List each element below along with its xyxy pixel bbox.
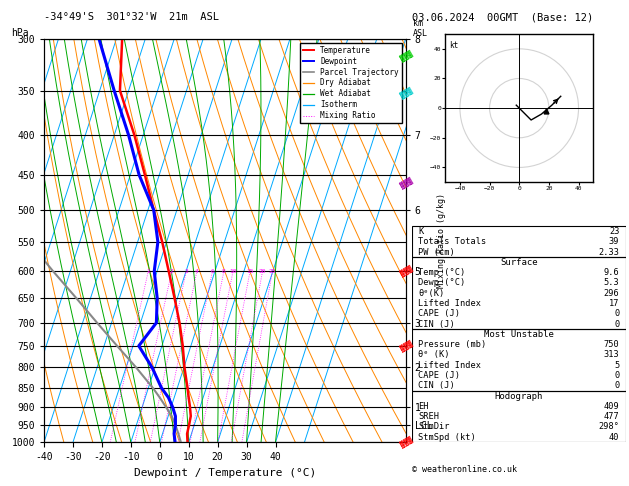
- Text: Surface: Surface: [500, 258, 538, 267]
- Text: SREH: SREH: [418, 412, 440, 421]
- Text: 20: 20: [259, 269, 266, 274]
- Text: -34°49'S  301°32'W  21m  ASL: -34°49'S 301°32'W 21m ASL: [44, 12, 219, 22]
- Text: Hodograph: Hodograph: [495, 392, 543, 400]
- Text: 39: 39: [609, 237, 620, 246]
- Text: Dewp (°C): Dewp (°C): [418, 278, 465, 288]
- Text: EH: EH: [418, 402, 429, 411]
- Text: kt: kt: [450, 41, 459, 51]
- Text: 17: 17: [609, 299, 620, 308]
- Text: 2.33: 2.33: [598, 248, 620, 257]
- Text: 4: 4: [195, 269, 199, 274]
- Text: 477: 477: [604, 412, 620, 421]
- Text: CIN (J): CIN (J): [418, 381, 455, 390]
- Text: 0: 0: [614, 371, 620, 380]
- Text: 0: 0: [614, 309, 620, 318]
- Text: K: K: [418, 227, 424, 236]
- Text: 3: 3: [184, 269, 188, 274]
- Text: 409: 409: [604, 402, 620, 411]
- Text: 25: 25: [269, 269, 276, 274]
- Text: Temp (°C): Temp (°C): [418, 268, 465, 277]
- Text: 2: 2: [170, 269, 174, 274]
- Text: 9.6: 9.6: [604, 268, 620, 277]
- Bar: [412, 329, 626, 391]
- Text: ▓▓▓: ▓▓▓: [399, 339, 415, 352]
- Text: StmDir: StmDir: [418, 422, 450, 432]
- Text: Totals Totals: Totals Totals: [418, 237, 487, 246]
- Bar: [412, 391, 626, 442]
- Text: 0: 0: [614, 381, 620, 390]
- Text: StmSpd (kt): StmSpd (kt): [418, 433, 476, 442]
- Text: θᵉ(K): θᵉ(K): [418, 289, 445, 298]
- Text: Lifted Index: Lifted Index: [418, 299, 481, 308]
- Text: CAPE (J): CAPE (J): [418, 309, 460, 318]
- Text: 10: 10: [229, 269, 237, 274]
- Text: 6: 6: [211, 269, 214, 274]
- Text: Lifted Index: Lifted Index: [418, 361, 481, 370]
- X-axis label: Dewpoint / Temperature (°C): Dewpoint / Temperature (°C): [134, 468, 316, 478]
- Text: CAPE (J): CAPE (J): [418, 371, 460, 380]
- Text: 313: 313: [604, 350, 620, 360]
- Text: PW (cm): PW (cm): [418, 248, 455, 257]
- Text: 0: 0: [614, 320, 620, 329]
- Text: © weatheronline.co.uk: © weatheronline.co.uk: [412, 465, 517, 474]
- Text: ▓▓▓: ▓▓▓: [399, 176, 415, 190]
- Bar: [412, 226, 626, 257]
- Text: Most Unstable: Most Unstable: [484, 330, 554, 339]
- Text: km
ASL: km ASL: [413, 18, 428, 38]
- Text: 298°: 298°: [598, 422, 620, 432]
- Text: 15: 15: [247, 269, 254, 274]
- Text: 750: 750: [604, 340, 620, 349]
- Text: hPa: hPa: [11, 28, 29, 38]
- Text: Pressure (mb): Pressure (mb): [418, 340, 487, 349]
- Text: 5: 5: [614, 361, 620, 370]
- Text: ▓▓▓: ▓▓▓: [399, 87, 415, 100]
- Text: 5.3: 5.3: [604, 278, 620, 288]
- Text: ▓▓▓: ▓▓▓: [399, 50, 415, 63]
- Text: ▓▓▓: ▓▓▓: [399, 435, 415, 449]
- Text: 1: 1: [147, 269, 150, 274]
- Y-axis label: Mixing Ratio (g/kg): Mixing Ratio (g/kg): [437, 193, 445, 288]
- Text: θᵉ (K): θᵉ (K): [418, 350, 450, 360]
- Text: 296: 296: [604, 289, 620, 298]
- Legend: Temperature, Dewpoint, Parcel Trajectory, Dry Adiabat, Wet Adiabat, Isotherm, Mi: Temperature, Dewpoint, Parcel Trajectory…: [299, 43, 402, 123]
- Text: 8: 8: [222, 269, 226, 274]
- Text: 40: 40: [609, 433, 620, 442]
- Text: 23: 23: [609, 227, 620, 236]
- Text: 03.06.2024  00GMT  (Base: 12): 03.06.2024 00GMT (Base: 12): [412, 12, 593, 22]
- Bar: [412, 257, 626, 329]
- Text: CIN (J): CIN (J): [418, 320, 455, 329]
- Text: ▓▓▓: ▓▓▓: [399, 264, 415, 278]
